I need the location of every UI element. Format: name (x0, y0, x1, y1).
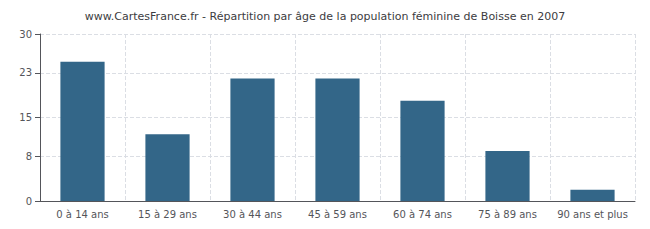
svg-text:8: 8 (26, 151, 32, 162)
svg-text:30: 30 (19, 29, 32, 40)
svg-text:30 à 44 ans: 30 à 44 ans (223, 209, 282, 220)
svg-text:23: 23 (19, 67, 32, 78)
svg-text:0: 0 (26, 196, 32, 207)
svg-text:75 à 89 ans: 75 à 89 ans (478, 209, 537, 220)
svg-text:www.CartesFrance.fr - Répartit: www.CartesFrance.fr - Répartition par âg… (85, 10, 565, 23)
svg-text:0 à 14 ans: 0 à 14 ans (56, 209, 108, 220)
svg-text:90 ans et plus: 90 ans et plus (557, 209, 628, 220)
svg-text:45 à 59 ans: 45 à 59 ans (308, 209, 367, 220)
svg-text:60 à 74 ans: 60 à 74 ans (393, 209, 452, 220)
svg-text:15: 15 (19, 112, 32, 123)
svg-text:15 à 29 ans: 15 à 29 ans (138, 209, 197, 220)
